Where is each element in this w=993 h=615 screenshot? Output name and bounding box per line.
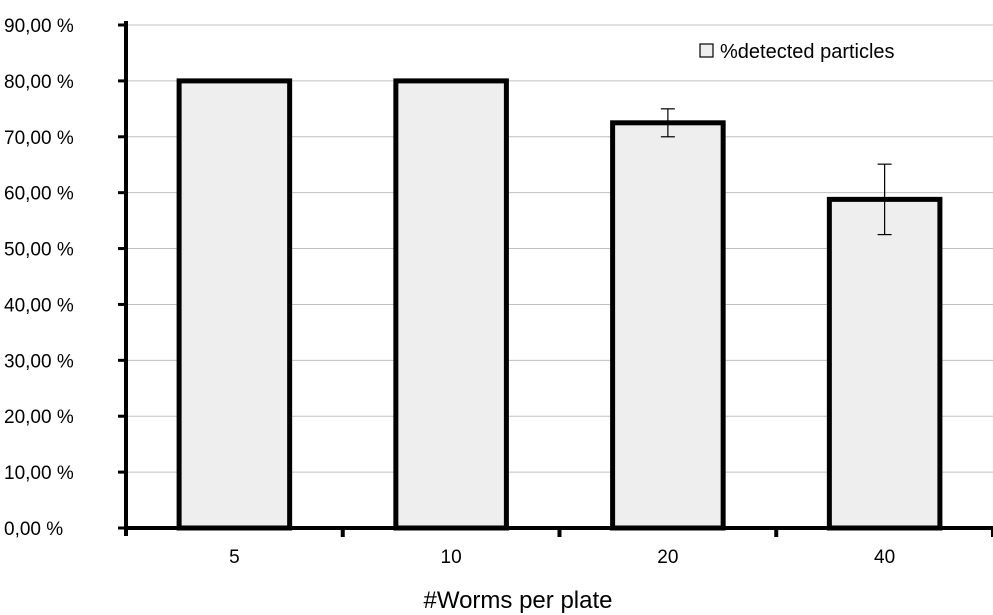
- y-tick-label: 50,00 %: [4, 240, 74, 261]
- y-tick-label: 10,00 %: [4, 463, 74, 484]
- error-bars: [660, 108, 892, 236]
- y-tick-label: 20,00 %: [4, 407, 74, 428]
- x-tick-label: 5: [229, 547, 240, 568]
- x-tick-labels: 5 10 20 40: [229, 528, 993, 568]
- y-tick-label: 90,00 %: [4, 16, 74, 37]
- bar-5: [176, 78, 293, 531]
- x-tick-label: 10: [441, 547, 462, 568]
- legend-swatch: [699, 43, 714, 58]
- y-tick-label: 0,00 %: [4, 519, 63, 540]
- x-tick-label: 40: [874, 547, 895, 568]
- legend-label: %detected particles: [720, 41, 895, 63]
- y-tick-label: 60,00 %: [4, 184, 74, 205]
- bar-40: [826, 196, 943, 531]
- legend: %detected particles: [699, 41, 895, 63]
- y-tick-label: 40,00 %: [4, 295, 74, 316]
- bar-20: [610, 120, 726, 531]
- x-axis-title: #Worms per plate: [424, 587, 613, 614]
- x-tick-label: 20: [657, 547, 678, 568]
- bar-10: [393, 78, 509, 531]
- y-tick-labels: 0,00 % 10,00 % 20,00 % 30,00 % 40,00 % 50,00 …: [4, 16, 126, 540]
- y-tick-label: 80,00 %: [4, 72, 74, 93]
- y-tick-label: 70,00 %: [4, 128, 74, 149]
- y-tick-label: 30,00 %: [4, 351, 74, 372]
- bars: [176, 78, 943, 531]
